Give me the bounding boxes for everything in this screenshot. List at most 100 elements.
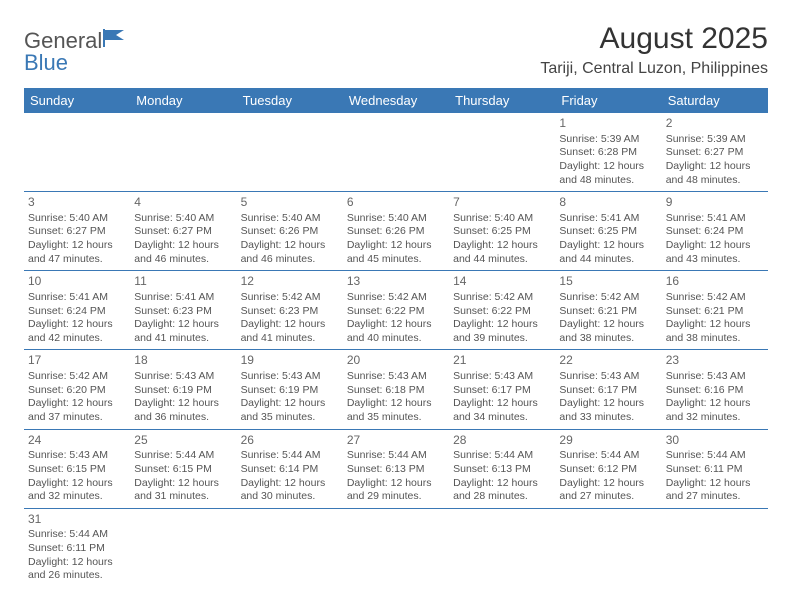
sunset-line: Sunset: 6:19 PM xyxy=(134,384,232,398)
daylight-line: Daylight: 12 hours and 31 minutes. xyxy=(134,477,232,504)
calendar-cell: 25Sunrise: 5:44 AMSunset: 6:15 PMDayligh… xyxy=(130,429,236,508)
daylight-line: Daylight: 12 hours and 37 minutes. xyxy=(28,397,126,424)
calendar-cell: 23Sunrise: 5:43 AMSunset: 6:16 PMDayligh… xyxy=(662,350,768,429)
day-number: 2 xyxy=(666,116,764,132)
calendar-cell: 7Sunrise: 5:40 AMSunset: 6:25 PMDaylight… xyxy=(449,192,555,271)
day-number: 4 xyxy=(134,195,232,211)
sunrise-line: Sunrise: 5:40 AM xyxy=(134,212,232,226)
calendar-cell: 9Sunrise: 5:41 AMSunset: 6:24 PMDaylight… xyxy=(662,192,768,271)
daylight-line: Daylight: 12 hours and 44 minutes. xyxy=(453,239,551,266)
day-header: Friday xyxy=(555,88,661,113)
calendar-cell: 5Sunrise: 5:40 AMSunset: 6:26 PMDaylight… xyxy=(237,192,343,271)
daylight-line: Daylight: 12 hours and 26 minutes. xyxy=(28,556,126,583)
day-number: 13 xyxy=(347,274,445,290)
day-number: 15 xyxy=(559,274,657,290)
daylight-line: Daylight: 12 hours and 47 minutes. xyxy=(28,239,126,266)
day-number: 19 xyxy=(241,353,339,369)
calendar-cell: 6Sunrise: 5:40 AMSunset: 6:26 PMDaylight… xyxy=(343,192,449,271)
sunset-line: Sunset: 6:27 PM xyxy=(666,146,764,160)
calendar-cell: 15Sunrise: 5:42 AMSunset: 6:21 PMDayligh… xyxy=(555,271,661,350)
calendar-cell-empty xyxy=(237,508,343,587)
daylight-line: Daylight: 12 hours and 32 minutes. xyxy=(28,477,126,504)
sunrise-line: Sunrise: 5:39 AM xyxy=(666,133,764,147)
sunset-line: Sunset: 6:28 PM xyxy=(559,146,657,160)
calendar-cell: 18Sunrise: 5:43 AMSunset: 6:19 PMDayligh… xyxy=(130,350,236,429)
calendar-cell: 2Sunrise: 5:39 AMSunset: 6:27 PMDaylight… xyxy=(662,113,768,192)
sunset-line: Sunset: 6:26 PM xyxy=(241,225,339,239)
sunrise-line: Sunrise: 5:40 AM xyxy=(347,212,445,226)
calendar-cell: 11Sunrise: 5:41 AMSunset: 6:23 PMDayligh… xyxy=(130,271,236,350)
daylight-line: Daylight: 12 hours and 45 minutes. xyxy=(347,239,445,266)
sunrise-line: Sunrise: 5:42 AM xyxy=(559,291,657,305)
calendar-row: 1Sunrise: 5:39 AMSunset: 6:28 PMDaylight… xyxy=(24,113,768,192)
daylight-line: Daylight: 12 hours and 28 minutes. xyxy=(453,477,551,504)
sunrise-line: Sunrise: 5:44 AM xyxy=(453,449,551,463)
daylight-line: Daylight: 12 hours and 46 minutes. xyxy=(241,239,339,266)
calendar-cell: 28Sunrise: 5:44 AMSunset: 6:13 PMDayligh… xyxy=(449,429,555,508)
day-number: 12 xyxy=(241,274,339,290)
sunrise-line: Sunrise: 5:43 AM xyxy=(134,370,232,384)
day-number: 5 xyxy=(241,195,339,211)
day-header: Thursday xyxy=(449,88,555,113)
sunset-line: Sunset: 6:22 PM xyxy=(347,305,445,319)
daylight-line: Daylight: 12 hours and 48 minutes. xyxy=(666,160,764,187)
day-number: 14 xyxy=(453,274,551,290)
calendar-cell: 27Sunrise: 5:44 AMSunset: 6:13 PMDayligh… xyxy=(343,429,449,508)
daylight-line: Daylight: 12 hours and 43 minutes. xyxy=(666,239,764,266)
daylight-line: Daylight: 12 hours and 46 minutes. xyxy=(134,239,232,266)
header: GeneralBlue August 2025 Tariji, Central … xyxy=(24,22,768,78)
calendar-cell-empty xyxy=(343,508,449,587)
daylight-line: Daylight: 12 hours and 29 minutes. xyxy=(347,477,445,504)
sunrise-line: Sunrise: 5:41 AM xyxy=(559,212,657,226)
calendar-cell: 13Sunrise: 5:42 AMSunset: 6:22 PMDayligh… xyxy=(343,271,449,350)
day-number: 3 xyxy=(28,195,126,211)
logo-text: GeneralBlue xyxy=(24,28,128,74)
calendar-cell: 16Sunrise: 5:42 AMSunset: 6:21 PMDayligh… xyxy=(662,271,768,350)
day-header: Saturday xyxy=(662,88,768,113)
calendar-cell-empty xyxy=(237,113,343,192)
sunrise-line: Sunrise: 5:40 AM xyxy=(28,212,126,226)
logo: GeneralBlue xyxy=(24,28,128,74)
daylight-line: Daylight: 12 hours and 35 minutes. xyxy=(347,397,445,424)
calendar-body: 1Sunrise: 5:39 AMSunset: 6:28 PMDaylight… xyxy=(24,113,768,587)
calendar-cell-empty xyxy=(24,113,130,192)
daylight-line: Daylight: 12 hours and 32 minutes. xyxy=(666,397,764,424)
day-header: Tuesday xyxy=(237,88,343,113)
daylight-line: Daylight: 12 hours and 35 minutes. xyxy=(241,397,339,424)
daylight-line: Daylight: 12 hours and 40 minutes. xyxy=(347,318,445,345)
daylight-line: Daylight: 12 hours and 34 minutes. xyxy=(453,397,551,424)
day-number: 29 xyxy=(559,433,657,449)
daylight-line: Daylight: 12 hours and 39 minutes. xyxy=(453,318,551,345)
sunrise-line: Sunrise: 5:43 AM xyxy=(453,370,551,384)
daylight-line: Daylight: 12 hours and 38 minutes. xyxy=(666,318,764,345)
flag-icon xyxy=(102,28,128,48)
calendar-cell: 21Sunrise: 5:43 AMSunset: 6:17 PMDayligh… xyxy=(449,350,555,429)
sunset-line: Sunset: 6:12 PM xyxy=(559,463,657,477)
title-block: August 2025 Tariji, Central Luzon, Phili… xyxy=(540,22,768,78)
sunset-line: Sunset: 6:27 PM xyxy=(134,225,232,239)
calendar-row: 24Sunrise: 5:43 AMSunset: 6:15 PMDayligh… xyxy=(24,429,768,508)
calendar-cell: 1Sunrise: 5:39 AMSunset: 6:28 PMDaylight… xyxy=(555,113,661,192)
sunset-line: Sunset: 6:18 PM xyxy=(347,384,445,398)
daylight-line: Daylight: 12 hours and 27 minutes. xyxy=(666,477,764,504)
day-number: 16 xyxy=(666,274,764,290)
calendar-cell-empty xyxy=(130,508,236,587)
logo-blue: Blue xyxy=(24,50,68,75)
daylight-line: Daylight: 12 hours and 33 minutes. xyxy=(559,397,657,424)
calendar-cell: 30Sunrise: 5:44 AMSunset: 6:11 PMDayligh… xyxy=(662,429,768,508)
sunrise-line: Sunrise: 5:42 AM xyxy=(28,370,126,384)
sunrise-line: Sunrise: 5:41 AM xyxy=(134,291,232,305)
sunrise-line: Sunrise: 5:44 AM xyxy=(28,528,126,542)
calendar-cell: 3Sunrise: 5:40 AMSunset: 6:27 PMDaylight… xyxy=(24,192,130,271)
sunrise-line: Sunrise: 5:44 AM xyxy=(134,449,232,463)
day-number: 9 xyxy=(666,195,764,211)
sunrise-line: Sunrise: 5:42 AM xyxy=(453,291,551,305)
sunset-line: Sunset: 6:21 PM xyxy=(559,305,657,319)
day-number: 10 xyxy=(28,274,126,290)
sunrise-line: Sunrise: 5:42 AM xyxy=(347,291,445,305)
sunset-line: Sunset: 6:22 PM xyxy=(453,305,551,319)
sunrise-line: Sunrise: 5:42 AM xyxy=(241,291,339,305)
sunset-line: Sunset: 6:24 PM xyxy=(666,225,764,239)
calendar-cell: 10Sunrise: 5:41 AMSunset: 6:24 PMDayligh… xyxy=(24,271,130,350)
daylight-line: Daylight: 12 hours and 48 minutes. xyxy=(559,160,657,187)
